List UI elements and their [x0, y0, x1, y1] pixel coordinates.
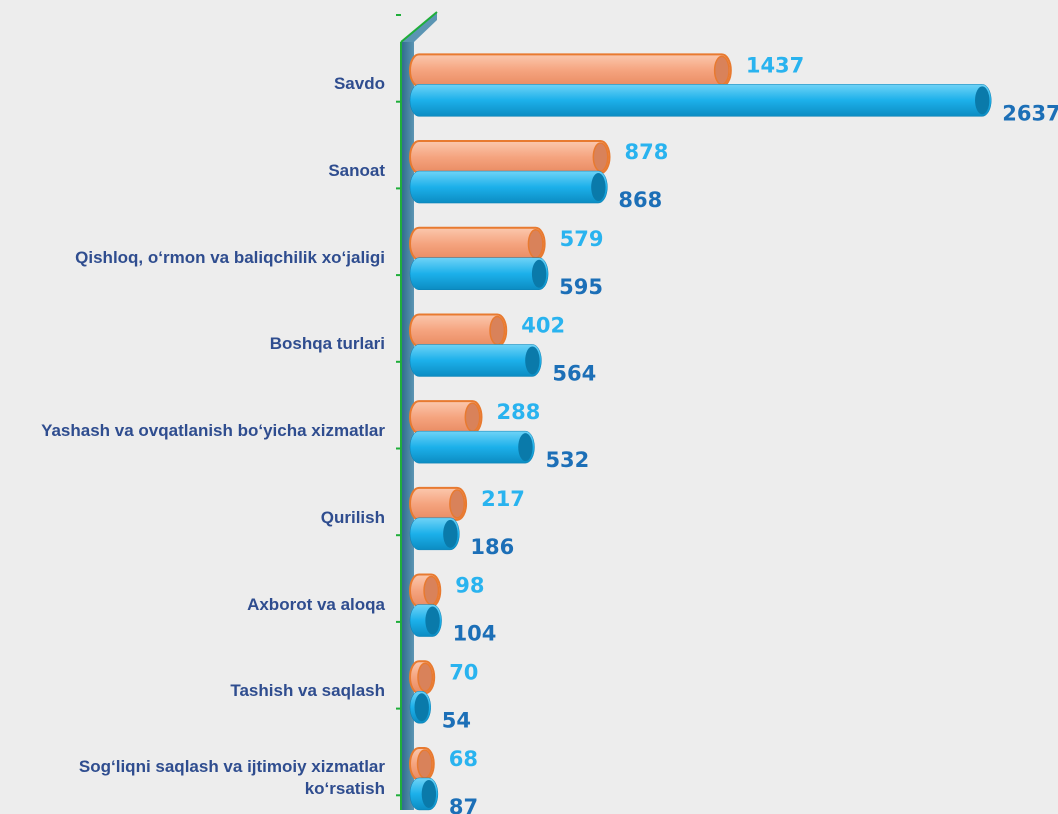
- bar: [409, 344, 542, 377]
- value-label: 402: [521, 313, 565, 337]
- bar: [409, 170, 608, 204]
- bar: [409, 257, 549, 290]
- value-label: 98: [455, 574, 484, 598]
- category-label: Sog‘liqni saqlash va ijtimoiy xizmatlar …: [78, 756, 385, 798]
- axis-line: [400, 11, 438, 43]
- category-label: Qurilish: [320, 507, 385, 527]
- value-label: 1437: [746, 53, 804, 77]
- category-label: Sanoat: [328, 161, 385, 181]
- value-label: 104: [453, 622, 497, 646]
- bar-cap: [464, 402, 481, 432]
- bar-cap: [975, 86, 990, 115]
- bar-cap: [425, 606, 440, 635]
- value-label: 878: [625, 140, 669, 164]
- value-label: 564: [552, 361, 596, 385]
- bar-cap: [591, 173, 606, 202]
- value-label: 70: [449, 660, 478, 684]
- value-label: 217: [481, 487, 525, 511]
- category-label: Yashash va ovqatlanish bo‘yicha xizmatla…: [41, 421, 385, 441]
- bar-cap: [713, 55, 730, 86]
- value-label: 68: [449, 747, 478, 771]
- value-label: 87: [449, 795, 478, 814]
- category-label: Tashish va saqlash: [230, 681, 385, 701]
- category-label: Axborot va aloqa: [247, 594, 385, 614]
- bar-cap: [416, 749, 433, 779]
- value-label: 532: [545, 448, 589, 472]
- bar-cap: [421, 779, 437, 808]
- bar-cap: [592, 142, 609, 172]
- bar-cap: [423, 575, 440, 606]
- value-label: 288: [496, 400, 540, 424]
- bar: [409, 53, 732, 88]
- bar-cap: [527, 229, 544, 259]
- bar-cap: [449, 489, 466, 519]
- bar-cap: [489, 315, 506, 346]
- value-label: 595: [559, 275, 603, 299]
- bar-cap: [414, 693, 429, 722]
- bar: [409, 84, 992, 117]
- value-label: 2637: [1002, 101, 1058, 125]
- bar: [409, 226, 546, 261]
- category-label: Savdo: [333, 74, 385, 94]
- category-label: Qishloq, o‘rmon va baliqchilik xo‘jaligi: [75, 247, 385, 267]
- value-label: 54: [442, 708, 471, 732]
- bar-cap: [417, 662, 434, 692]
- value-label: 868: [618, 188, 662, 212]
- value-label: 186: [470, 535, 514, 559]
- category-label: Boshqa turlari: [269, 334, 385, 354]
- value-label: 579: [560, 227, 604, 251]
- bar-cap: [531, 259, 547, 288]
- bar-cap: [443, 519, 458, 548]
- bar: [409, 140, 611, 175]
- bar-cap: [518, 433, 533, 462]
- bar-cap: [525, 346, 540, 375]
- bar: [409, 430, 535, 464]
